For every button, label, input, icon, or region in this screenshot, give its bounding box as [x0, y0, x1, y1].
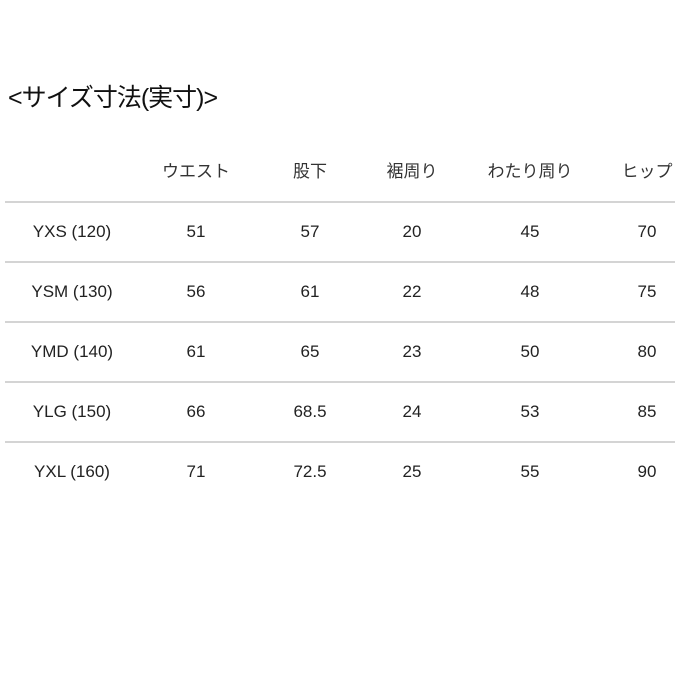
measurement-cell: 53	[520, 402, 540, 421]
size-label: YMD (140)	[30, 342, 114, 361]
header-thigh: わたり周り	[487, 162, 573, 181]
row-divider	[5, 261, 675, 263]
measurement-cell: 50	[520, 342, 540, 361]
measurement-cell: 56	[186, 282, 206, 301]
size-label: YXS (120)	[32, 222, 112, 241]
measurement-cell: 22	[402, 282, 422, 301]
size-label: YSM (130)	[31, 282, 113, 301]
measurement-cell: 85	[637, 402, 657, 421]
size-label: YXL (160)	[34, 462, 110, 481]
measurement-cell: 51	[186, 222, 206, 241]
header-hip: ヒップ	[621, 162, 673, 181]
measurement-cell: 90	[637, 462, 657, 481]
measurement-cell: 65	[300, 342, 320, 361]
header-waist: ウエスト	[162, 162, 230, 181]
measurement-cell: 23	[402, 342, 422, 361]
row-divider	[5, 441, 675, 443]
row-divider	[5, 201, 675, 203]
page-title: <サイズ寸法(実寸)>	[8, 84, 218, 112]
header-inseam: 股下	[293, 162, 327, 181]
measurement-cell: 24	[402, 402, 422, 421]
measurement-cell: 72.5	[293, 462, 327, 481]
measurement-cell: 75	[637, 282, 657, 301]
row-divider	[5, 321, 675, 323]
measurement-cell: 70	[637, 222, 657, 241]
measurement-cell: 57	[300, 222, 320, 241]
measurement-cell: 48	[520, 282, 540, 301]
measurement-cell: 66	[186, 402, 206, 421]
measurement-cell: 25	[402, 462, 422, 481]
measurement-cell: 55	[520, 462, 540, 481]
row-divider	[5, 381, 675, 383]
measurement-cell: 68.5	[293, 402, 327, 421]
measurement-cell: 20	[402, 222, 422, 241]
measurement-cell: 61	[300, 282, 320, 301]
measurement-cell: 80	[637, 342, 657, 361]
size-label: YLG (150)	[32, 402, 112, 421]
measurement-cell: 61	[186, 342, 206, 361]
header-hem: 裾周り	[386, 162, 438, 181]
measurement-cell: 45	[520, 222, 540, 241]
measurement-cell: 71	[186, 462, 206, 481]
